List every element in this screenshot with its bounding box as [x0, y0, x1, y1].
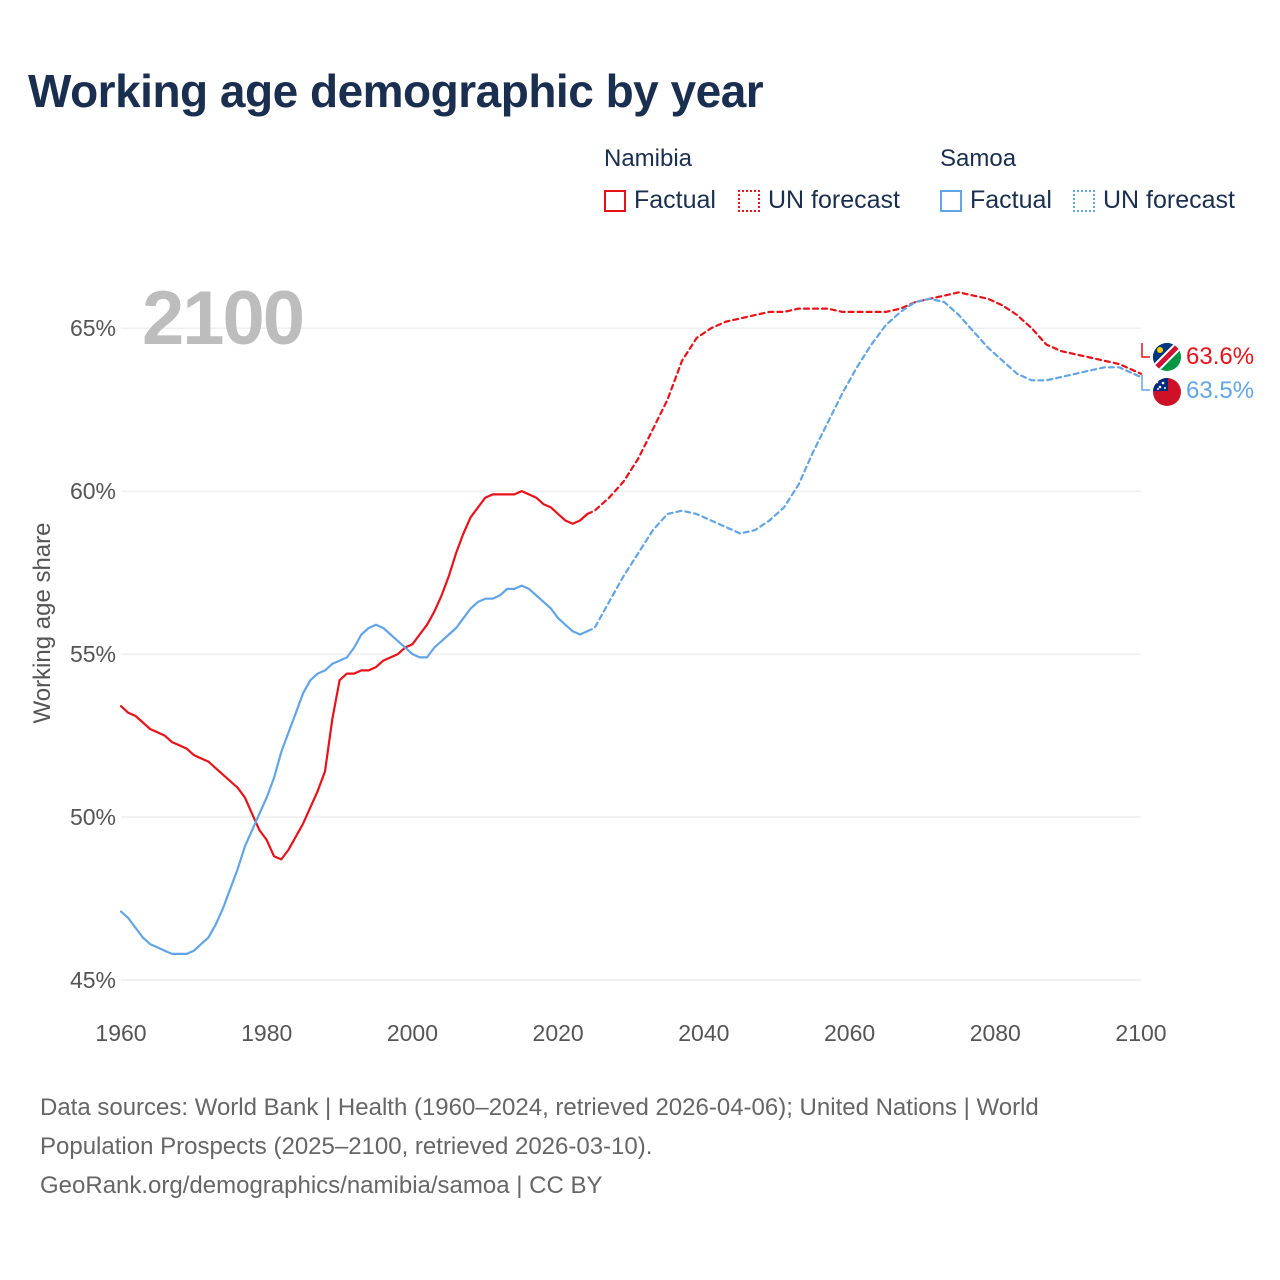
- y-tick-label: 55%: [70, 641, 116, 667]
- legend-namibia-factual[interactable]: Factual: [604, 186, 716, 215]
- y-axis-label: Working age share: [29, 523, 56, 724]
- namibia-end-connector: [1141, 343, 1150, 358]
- samoa-end-label: 63.5%: [1186, 377, 1254, 404]
- solid-line-swatch-icon: [940, 189, 962, 212]
- samoa-factual-line: [119, 584, 589, 955]
- dotted-line-swatch-icon: [1073, 189, 1095, 212]
- chart-title: Working age demographic by year: [28, 65, 764, 117]
- footer-sources-line-1: Data sources: World Bank | Health (1960–…: [40, 1094, 1039, 1121]
- solid-line-swatch-icon: [604, 189, 626, 212]
- namibia-factual-line: [119, 490, 589, 861]
- y-tick-label: 50%: [70, 804, 116, 830]
- legend-namibia-forecast[interactable]: UN forecast: [738, 186, 900, 215]
- legend-samoa-forecast[interactable]: UN forecast: [1073, 186, 1235, 215]
- legend-samoa-factual-label: Factual: [970, 186, 1052, 214]
- y-tick-label: 60%: [70, 478, 116, 504]
- legend-samoa-heading: Samoa: [940, 145, 1017, 172]
- x-tick-label: 2100: [1115, 1020, 1166, 1046]
- year-watermark: 2100: [142, 276, 303, 361]
- x-tick-label: 2040: [678, 1020, 729, 1046]
- y-tick-label: 65%: [70, 315, 116, 341]
- footer-sources-line-2: Population Prospects (2025–2100, retriev…: [40, 1133, 653, 1160]
- y-tick-label: 45%: [70, 967, 116, 993]
- legend-namibia-forecast-label: UN forecast: [768, 186, 900, 214]
- x-tick-label: 1960: [95, 1020, 146, 1046]
- samoa-flag-icon: [1153, 378, 1181, 406]
- footer: Data sources: World Bank | Health (1960–…: [40, 1088, 1220, 1205]
- dotted-line-swatch-icon: [738, 189, 760, 212]
- namibia-forecast-line: [586, 291, 1143, 516]
- legend-samoa-factual[interactable]: Factual: [940, 186, 1052, 215]
- samoa-end-connector: [1141, 375, 1150, 391]
- namibia-flag-icon: [1153, 343, 1181, 371]
- legend-namibia-heading: Namibia: [604, 145, 693, 172]
- legend-namibia-factual-label: Factual: [634, 186, 716, 214]
- x-tick-label: 1980: [241, 1020, 292, 1046]
- x-tick-label: 2080: [970, 1020, 1021, 1046]
- footer-attribution: GeoRank.org/demographics/namibia/samoa |…: [40, 1172, 603, 1199]
- x-tick-label: 2000: [387, 1020, 438, 1046]
- x-tick-label: 2020: [533, 1020, 584, 1046]
- legend-samoa-forecast-label: UN forecast: [1103, 186, 1235, 214]
- x-tick-label: 2060: [824, 1020, 875, 1046]
- namibia-end-label: 63.6%: [1186, 343, 1254, 370]
- samoa-forecast-line: [586, 297, 1143, 633]
